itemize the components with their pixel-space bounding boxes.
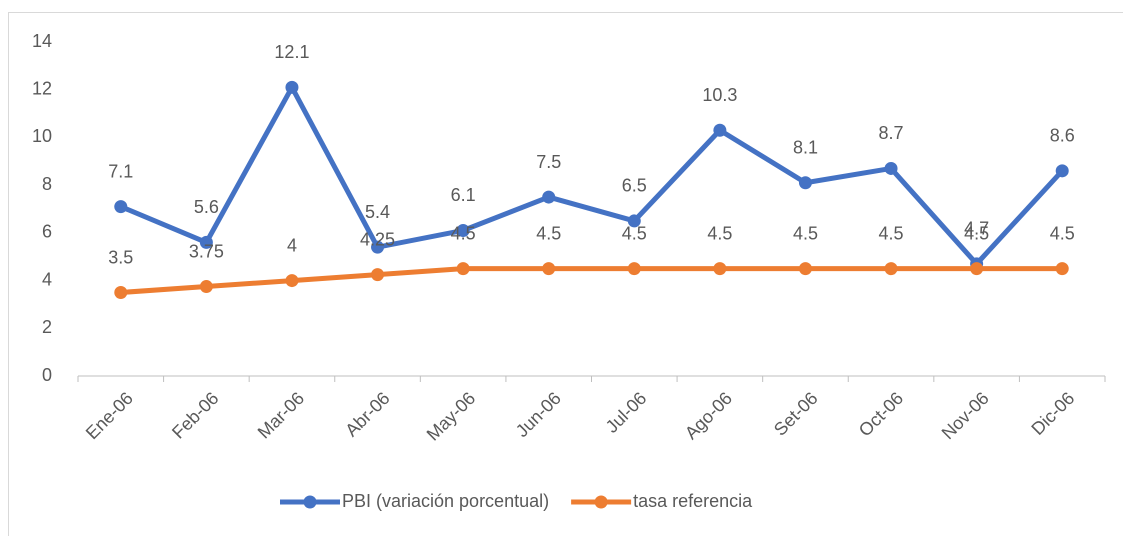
point: [371, 240, 385, 254]
point: [456, 223, 470, 237]
data-label: 3.75: [189, 241, 224, 261]
series-line: [120, 266, 1063, 295]
point: [1055, 164, 1069, 178]
legend: PBI (variación porcentual) tasa referenci…: [280, 491, 753, 511]
point: [627, 262, 641, 276]
point: [798, 176, 812, 190]
data-label: 6.1: [451, 185, 476, 205]
data-label: 4: [287, 235, 297, 255]
data-label: 12.1: [274, 42, 309, 62]
data-label: 5.6: [194, 197, 219, 217]
y-tick-label: 10: [32, 126, 52, 146]
data-label: 4.5: [622, 223, 647, 243]
legend-label: tasa referencia: [633, 491, 753, 511]
legend-marker: [303, 495, 317, 509]
point: [199, 235, 213, 249]
point: [199, 280, 213, 294]
x-tick-label: Dic-06: [1027, 388, 1078, 439]
data-label: 4.5: [707, 223, 732, 243]
data-label: 8.7: [879, 123, 904, 143]
y-tick-label: 14: [32, 31, 52, 51]
point: [542, 262, 556, 276]
point: [627, 214, 641, 228]
legend-marker: [594, 495, 608, 509]
data-label: 7.5: [536, 152, 561, 172]
point: [285, 274, 299, 288]
point: [114, 286, 128, 299]
x-tick-label: Mar-06: [254, 388, 308, 442]
x-tick-label: Feb-06: [168, 388, 222, 442]
x-tick-label: May-06: [423, 388, 480, 445]
y-tick-label: 8: [42, 174, 52, 194]
y-tick-label: 2: [42, 317, 52, 337]
x-tick-label: Ene-06: [82, 388, 137, 443]
y-tick-label: 12: [32, 78, 52, 98]
data-label: 8.1: [793, 138, 818, 158]
point: [970, 262, 984, 276]
x-tick-label: Nov-06: [938, 388, 993, 443]
data-label: 4.5: [964, 223, 989, 243]
data-label: 6.5: [622, 176, 647, 196]
x-tick-label: Ago-06: [681, 388, 736, 443]
point: [542, 190, 556, 204]
data-label: 4.5: [793, 223, 818, 243]
x-tick-label: Abr-06: [341, 388, 393, 440]
x-tick-label: Jun-06: [512, 388, 565, 441]
y-tick-label: 4: [42, 269, 52, 289]
point: [371, 268, 385, 282]
point: [884, 161, 898, 175]
point: [1055, 262, 1069, 276]
point: [285, 80, 299, 94]
point: [798, 262, 812, 276]
y-tick-label: 0: [42, 365, 52, 385]
data-label: 4.5: [536, 223, 561, 243]
legend-label: PBI (variación porcentual): [342, 491, 549, 511]
data-label: 8.6: [1050, 126, 1075, 146]
x-tick-label: Oct-06: [855, 388, 907, 440]
point: [114, 200, 128, 214]
data-label: 10.3: [702, 85, 737, 105]
point: [884, 262, 898, 276]
data-label: 4.5: [879, 223, 904, 243]
data-label: 4.7: [964, 219, 989, 239]
chart-border: [8, 12, 1123, 536]
point: [713, 262, 727, 276]
data-label: 7.1: [108, 161, 133, 181]
data-label: 5.4: [365, 202, 390, 222]
data-label: 3.5: [108, 247, 133, 267]
x-tick-label: Jul-06: [602, 388, 651, 437]
point: [713, 123, 727, 137]
x-tick-label: Set-06: [770, 388, 822, 440]
series-line: [119, 84, 1065, 267]
data-label: 4.5: [451, 223, 476, 243]
data-label: 4.25: [360, 229, 395, 249]
point: [456, 262, 470, 276]
y-tick-label: 6: [42, 222, 52, 242]
data-label: 4.5: [1050, 223, 1075, 243]
